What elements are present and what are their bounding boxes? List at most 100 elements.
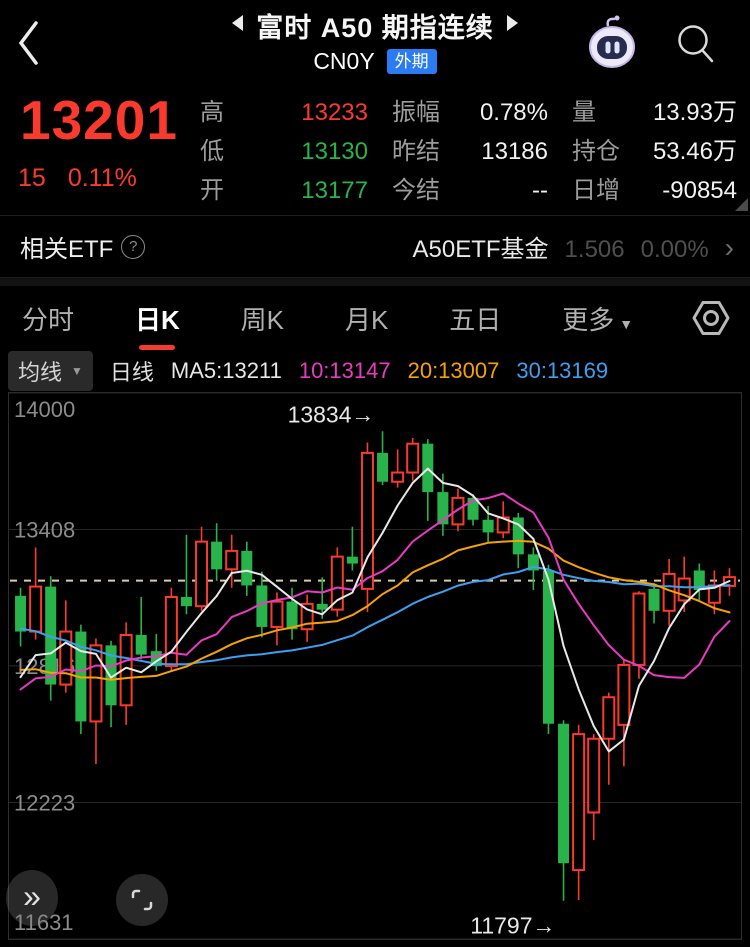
stat-昨结: 昨结 13186 [392, 137, 548, 166]
related-etf-row[interactable]: 相关ETF ? A50ETF基金 1.506 0.00% › [0, 215, 750, 278]
y-axis-label: 14000 [14, 397, 75, 422]
candle-down [377, 452, 389, 482]
tab-label: 日K [134, 304, 180, 335]
stat-label: 低 [200, 138, 224, 165]
candle-down [241, 550, 253, 586]
candle-down [527, 554, 539, 571]
stat-label: 日增 [572, 177, 620, 204]
expand-icon [130, 888, 154, 912]
back-button[interactable] [14, 18, 44, 68]
quote-panel: 13201 15 0.11% 高 13233 振幅 0.78% 量 13.93万低 1313… [0, 88, 750, 215]
next-contract-arrow-icon[interactable] [506, 14, 520, 37]
candle-up [330, 555, 344, 611]
tab-更多[interactable]: 更多 ▼ [558, 286, 637, 351]
candle-up [617, 663, 631, 726]
quote-stats-grid: 高 13233 振幅 0.78% 量 13.93万低 13130 昨结 13186 持仓 53.46… [200, 98, 737, 205]
candle-up [29, 585, 43, 633]
hexagon-settings-icon [690, 300, 732, 342]
candle-down [316, 603, 328, 610]
help-icon[interactable]: ? [121, 234, 146, 259]
header: 富时 A50 期指连续 CN0Y 外期 [0, 0, 750, 88]
period-label: 日线 [109, 360, 154, 385]
tab-label: 更多 [562, 304, 615, 335]
ai-assistant-button[interactable] [586, 14, 640, 72]
tab-分时[interactable]: 分时 [18, 286, 78, 351]
expand-quote-handle[interactable] [735, 198, 748, 211]
candle-down [150, 651, 162, 667]
etf-change-percent: 0.00% [640, 236, 709, 263]
stat-value: 13186 [481, 138, 548, 165]
title-block: 富时 A50 期指连续 CN0Y 外期 [0, 6, 750, 75]
chevron-down-icon: ▼ [619, 315, 634, 332]
tab-月K[interactable]: 月K [341, 286, 392, 351]
stat-value: 53.46万 [652, 138, 737, 165]
stat-value: -- [532, 177, 548, 204]
indicator-settings-button[interactable] [690, 294, 732, 343]
tab-label: 分时 [22, 304, 75, 335]
candle-down [135, 635, 147, 655]
search-button[interactable] [672, 20, 720, 68]
ma10-line [19, 492, 731, 691]
stat-value: 13233 [301, 99, 368, 126]
candle-up [89, 644, 103, 723]
candle-down [286, 601, 298, 630]
etf-name: A50ETF基金 [412, 236, 549, 263]
candle-up [225, 549, 239, 571]
stat-振幅: 振幅 0.78% [392, 98, 548, 127]
fullscreen-button[interactable] [116, 874, 168, 926]
prev-contract-arrow-icon[interactable] [230, 14, 244, 37]
candle-up [59, 630, 73, 686]
candle-up [572, 733, 586, 872]
y-axis-label: 11631 [14, 910, 74, 935]
chart-area: 14000 13408 12816 12223 11631 13834→ 11797→ » [6, 392, 742, 940]
stat-低: 低 13130 [200, 137, 368, 166]
robot-icon [586, 15, 640, 76]
tab-label: 月K [344, 304, 389, 335]
y-axis-label: 13408 [14, 517, 75, 542]
chevron-right-icon: › [724, 232, 734, 263]
candle-down [346, 556, 358, 564]
page-title: 富时 A50 期指连续 [256, 13, 494, 43]
candle-down [693, 570, 705, 591]
chevron-down-icon: ▼ [71, 364, 83, 378]
candle-up [164, 595, 178, 668]
candle-up [391, 471, 405, 483]
indicator-selector[interactable]: 均线 ▼ [8, 351, 93, 391]
candle-up [632, 592, 646, 666]
ma20-line [19, 539, 731, 681]
tab-周K[interactable]: 周K [237, 286, 288, 351]
stat-开: 开 13177 [200, 176, 368, 205]
etf-price: 1.506 [564, 236, 625, 263]
ma5-line [19, 467, 731, 753]
tab-日K[interactable]: 日K [131, 286, 184, 351]
last-price: 13201 [20, 89, 178, 151]
indicator-selector-label: 均线 [18, 360, 63, 385]
candle-down [482, 519, 494, 533]
stat-量: 量 13.93万 [572, 98, 737, 127]
stat-label: 高 [200, 99, 224, 126]
ma5-legend: MA5:13211 [170, 358, 282, 383]
tab-五日[interactable]: 五日 [445, 286, 505, 351]
stat-高: 高 13233 [200, 98, 368, 127]
ma10-legend: 10:13147 [298, 358, 391, 383]
candle-down [180, 596, 192, 607]
candle-up [406, 442, 420, 474]
candle-down [558, 723, 570, 864]
low-annotation: 11797→ [470, 913, 555, 939]
stat-value: 0.78% [479, 99, 548, 126]
search-icon [672, 25, 720, 72]
stat-label: 开 [200, 177, 224, 204]
candle-down [437, 492, 449, 525]
collapse-panel-button[interactable]: » [6, 870, 58, 926]
ma30-legend: 30:13169 [516, 358, 609, 383]
ma20-legend: 20:13007 [407, 358, 500, 383]
stat-持仓: 持仓 53.46万 [572, 137, 737, 166]
candle-up [360, 451, 374, 590]
price-change: 15 [18, 164, 46, 192]
y-axis-label: 12223 [14, 791, 75, 816]
candle-up [587, 737, 601, 814]
candle-up [602, 696, 616, 740]
candle-down [542, 570, 554, 724]
candle-up [195, 540, 209, 608]
